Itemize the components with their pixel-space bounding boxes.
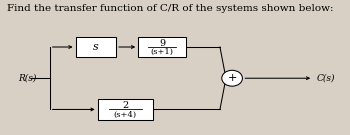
Text: Find the transfer function of C/R of the systems shown below:: Find the transfer function of C/R of the…: [7, 4, 334, 13]
Circle shape: [222, 70, 243, 86]
Text: (s+1): (s+1): [150, 48, 174, 56]
Bar: [138, 37, 186, 57]
Text: +: +: [228, 73, 237, 83]
Text: 2: 2: [122, 101, 128, 110]
Text: R(s): R(s): [19, 74, 37, 83]
Text: C(s): C(s): [317, 74, 335, 83]
Text: 9: 9: [159, 38, 165, 48]
Bar: [98, 99, 153, 120]
Text: s: s: [93, 42, 99, 52]
Text: (s+4): (s+4): [114, 111, 137, 119]
Bar: [76, 37, 116, 57]
